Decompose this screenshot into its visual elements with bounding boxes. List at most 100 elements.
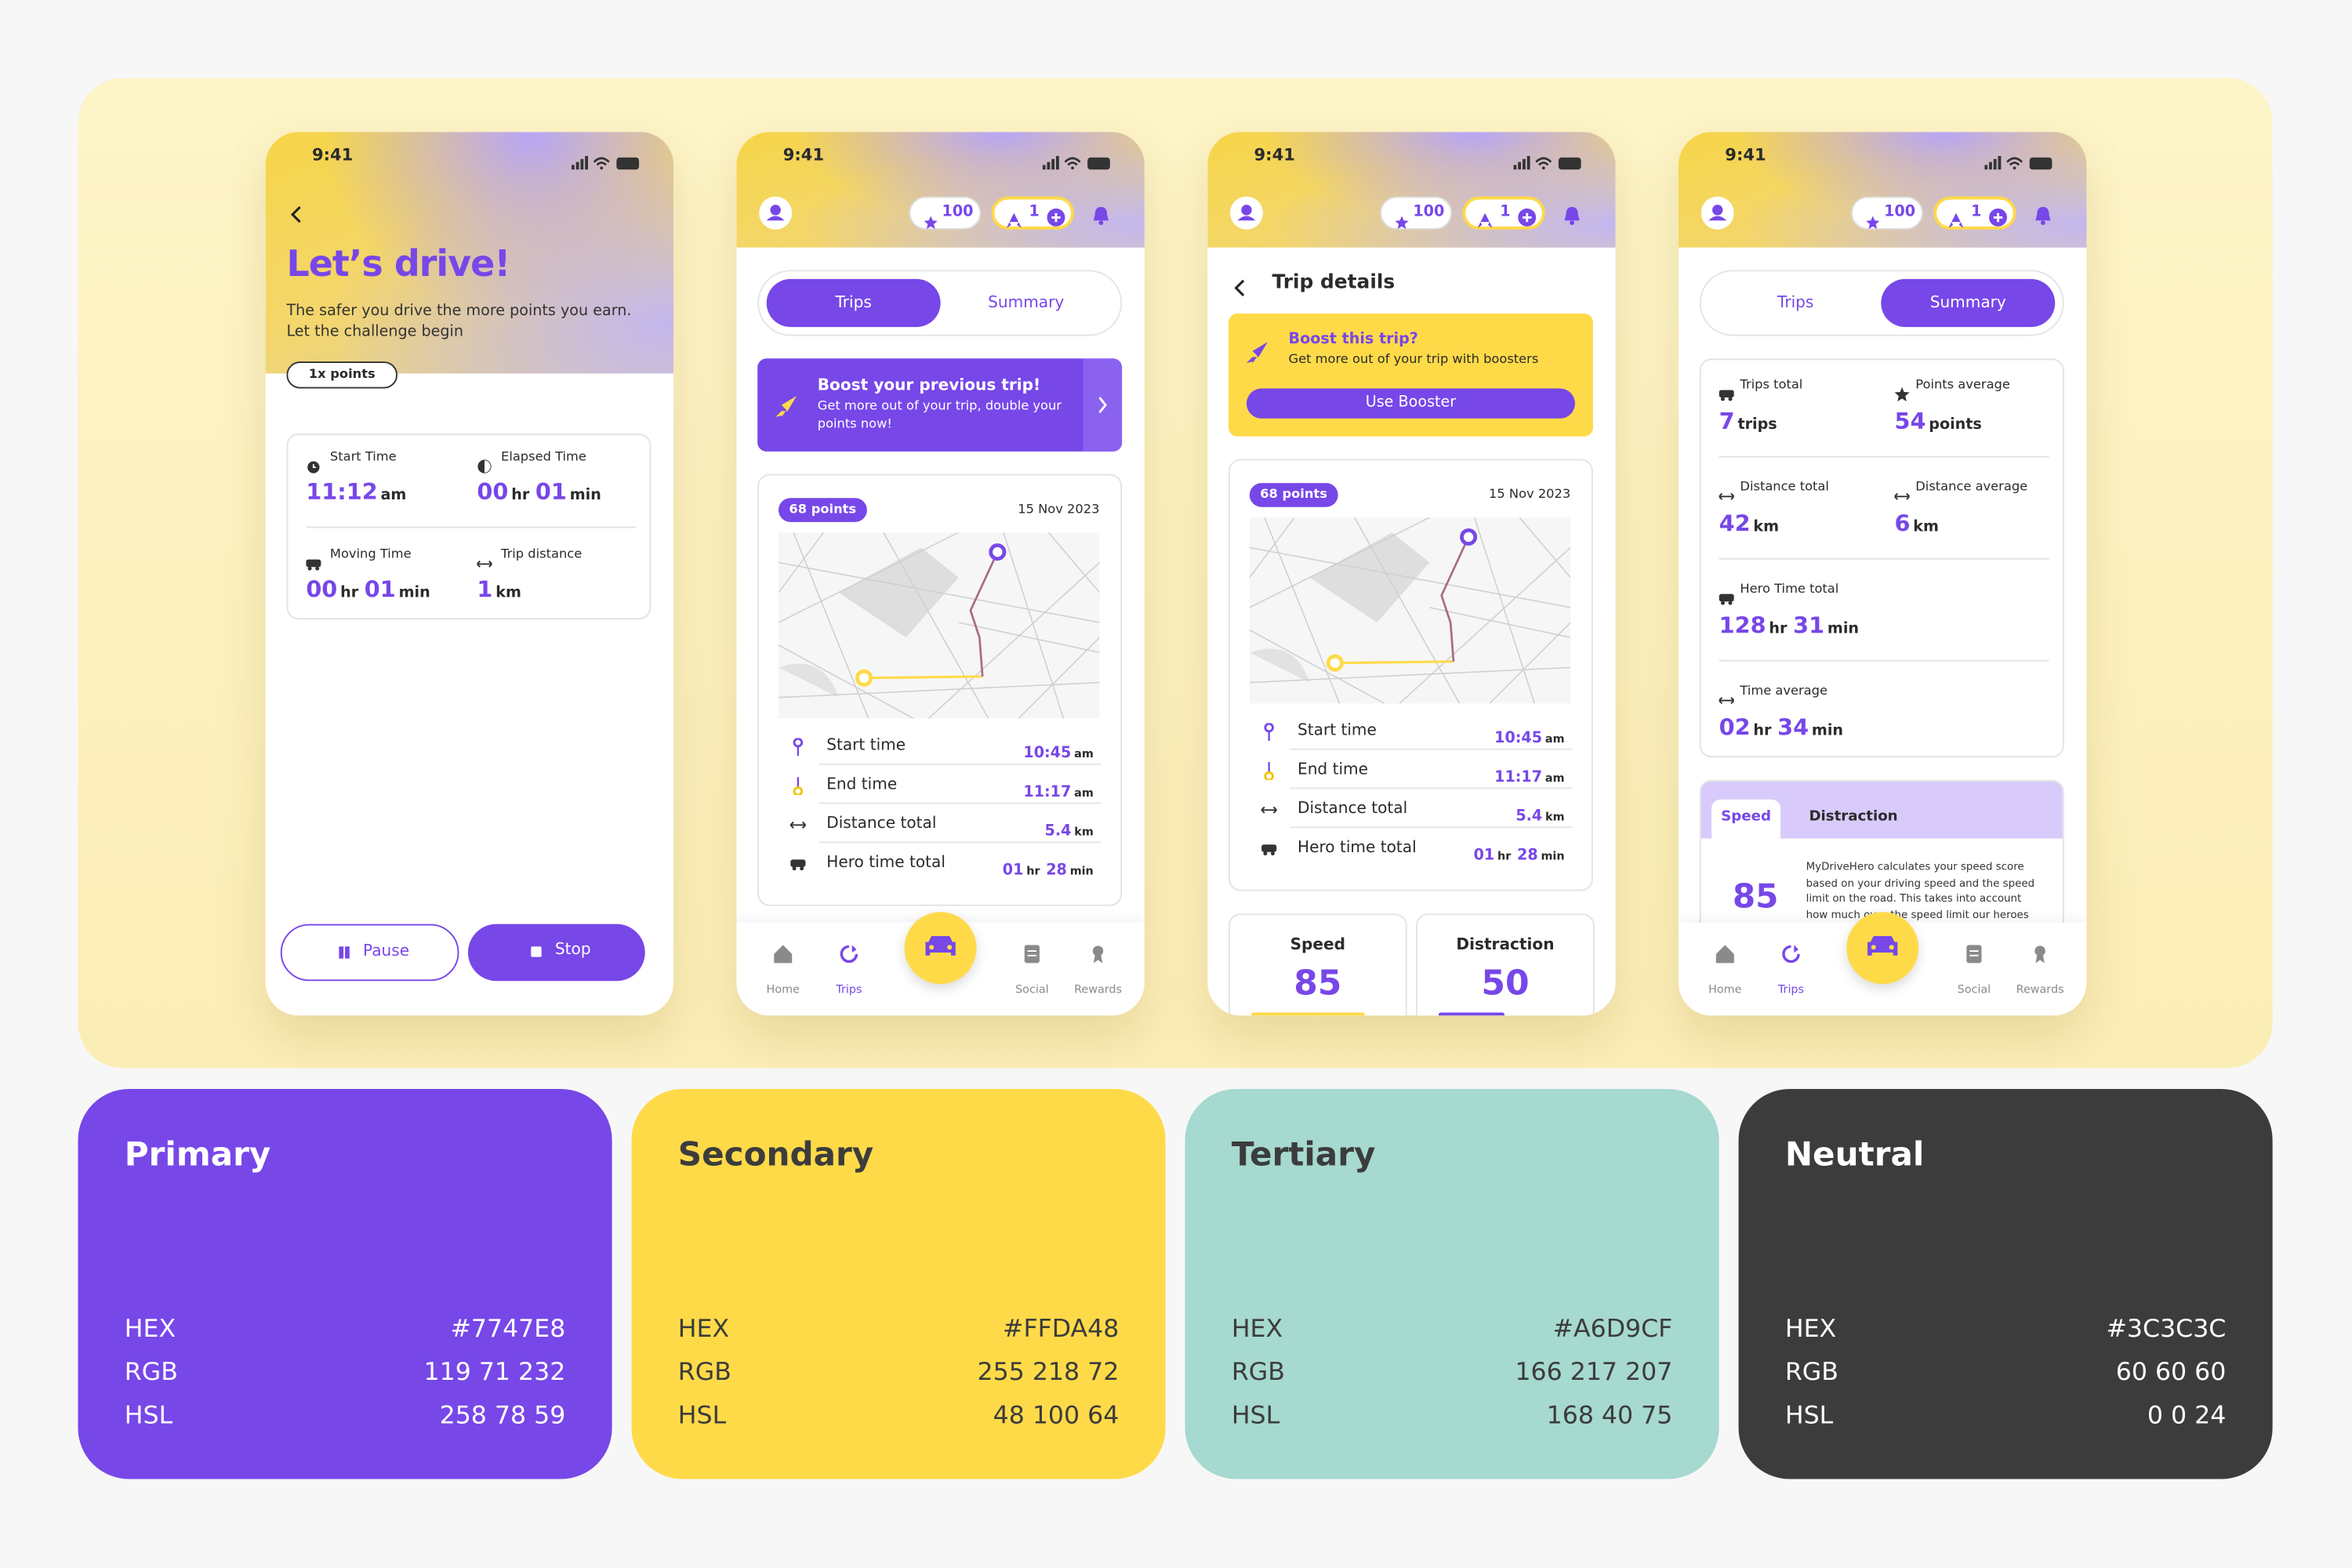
nav-icon: [772, 942, 793, 971]
number: 01: [535, 478, 567, 506]
bell-icon[interactable]: [1564, 202, 1580, 230]
stats-card: Start Time 11:12 am Elapsed Time 00 hr 01 min Mo…: [286, 433, 652, 620]
number: 01: [364, 575, 396, 604]
add-boost[interactable]: [1518, 204, 1537, 232]
value: 11:17 am: [1023, 774, 1099, 802]
nav-label: Rewards: [2016, 982, 2064, 996]
score-card: Distraction 50: [1416, 913, 1595, 1016]
booster-button[interactable]: Use Booster: [1246, 388, 1575, 419]
color-value: 119 71 232: [423, 1357, 566, 1386]
unit: hr: [511, 487, 530, 504]
unit: min: [398, 585, 430, 602]
stars-pill: 100: [909, 196, 982, 230]
phone-screen: 9:41 100 1 Trips Summary Boost your previous …: [736, 132, 1145, 1016]
tab[interactable]: Summary: [1881, 278, 2056, 328]
nav-item[interactable]: Home: [750, 923, 816, 1016]
value: 54 points: [1894, 407, 1987, 434]
boosts-pill: 1: [991, 196, 1074, 232]
stat-label: Points average: [1915, 378, 2010, 394]
unit: min: [569, 487, 601, 504]
chevron: [1083, 358, 1123, 452]
color-name: Secondary: [677, 1137, 874, 1175]
row-icon: [789, 811, 807, 840]
bell-icon[interactable]: [2035, 202, 2051, 230]
add-boost[interactable]: [1989, 204, 2007, 232]
row-label: End time: [826, 775, 898, 794]
divider: [1719, 456, 2049, 458]
tab[interactable]: Summary: [988, 294, 1065, 312]
number: 28: [1046, 862, 1067, 880]
nav-item[interactable]: Social: [1941, 923, 2007, 1016]
nav-label: Social: [1015, 982, 1049, 996]
value: 6 km: [1894, 509, 1944, 537]
star-icon: [1866, 207, 1880, 235]
number: 42: [1719, 510, 1751, 537]
stat-icon: [1719, 583, 1734, 612]
nav-icon: [839, 942, 860, 971]
phone-screen: 9:41 Let’s drive! The safer you drive the …: [265, 132, 674, 1016]
number: 11:12: [306, 478, 378, 506]
color-value: #7747E8: [450, 1314, 566, 1343]
trip-card: 68 points 15 Nov 2023 Start time 10:45 am End…: [1228, 459, 1593, 891]
status-time: 9:41: [1725, 145, 1766, 165]
pause-button[interactable]: Pause: [280, 924, 459, 982]
points-badge: 68 points: [1249, 483, 1338, 507]
unit: min: [1811, 723, 1844, 740]
value: 02 hr 34 min: [1719, 713, 1849, 741]
nav-item[interactable]: Home: [1692, 923, 1758, 1016]
stars-pill: 100: [1380, 196, 1453, 230]
tab[interactable]: Distraction: [1809, 808, 1898, 826]
stat-label: Moving Time: [329, 547, 412, 563]
color-label: RGB: [1231, 1357, 1285, 1386]
score-label: Distraction: [1456, 935, 1555, 954]
summary-card: Trips total 7 trips Points average 54 points D…: [1699, 358, 2064, 758]
unit: trips: [1737, 416, 1777, 434]
color-label: RGB: [1784, 1357, 1838, 1386]
color-name: Primary: [124, 1137, 271, 1175]
value: 00 hr 01 min: [477, 477, 607, 505]
value: 11:17 am: [1494, 759, 1570, 787]
stop-button[interactable]: Stop: [467, 924, 645, 982]
status-time: 9:41: [311, 145, 354, 165]
add-boost[interactable]: [1047, 204, 1065, 232]
number: 31: [1793, 612, 1825, 640]
unit: am: [1544, 731, 1565, 746]
number: 01: [1002, 862, 1024, 880]
drive-button[interactable]: [904, 912, 977, 985]
unit: hr: [340, 585, 359, 602]
drive-button[interactable]: [1846, 912, 1919, 985]
bell-icon[interactable]: [1093, 202, 1109, 230]
row-icon: [789, 772, 807, 800]
color-value: 48 100 64: [993, 1401, 1120, 1430]
boosts-count: 1: [1029, 204, 1040, 221]
number: 11:17: [1023, 784, 1072, 801]
score-value: 85: [1732, 879, 1779, 917]
back-button[interactable]: [1234, 274, 1247, 303]
unit: hr: [1769, 621, 1788, 638]
nav-item[interactable]: Trips: [1758, 923, 1824, 1016]
nav-item[interactable]: Rewards: [2007, 923, 2073, 1016]
unit: hr: [1497, 848, 1512, 863]
nav-icon: [1022, 942, 1043, 971]
stat-label: Elapsed Time: [501, 449, 586, 466]
stat-icon: [1719, 379, 1734, 408]
nav-icon: [1715, 942, 1736, 971]
back-button[interactable]: [289, 201, 304, 229]
color-label: HEX: [677, 1314, 730, 1343]
score-bar: [1438, 1012, 1505, 1016]
color-value: 168 40 75: [1546, 1401, 1673, 1430]
tab[interactable]: Speed: [1711, 799, 1781, 839]
nav-item[interactable]: Rewards: [1065, 923, 1131, 1016]
tab[interactable]: Trips: [766, 278, 941, 328]
boost-banner[interactable]: Boost your previous trip! Get more out of…: [757, 358, 1123, 452]
nav-label: Home: [1708, 982, 1742, 996]
nav-item[interactable]: Trips: [816, 923, 882, 1016]
stat-label: Hero Time total: [1740, 582, 1839, 597]
title: Let’s drive!: [286, 242, 510, 285]
number: 5.4: [1044, 823, 1072, 840]
tab[interactable]: Trips: [1777, 294, 1814, 312]
number: 11:17: [1494, 769, 1543, 786]
nav-item[interactable]: Social: [999, 923, 1065, 1016]
rocket-icon: [775, 394, 797, 423]
